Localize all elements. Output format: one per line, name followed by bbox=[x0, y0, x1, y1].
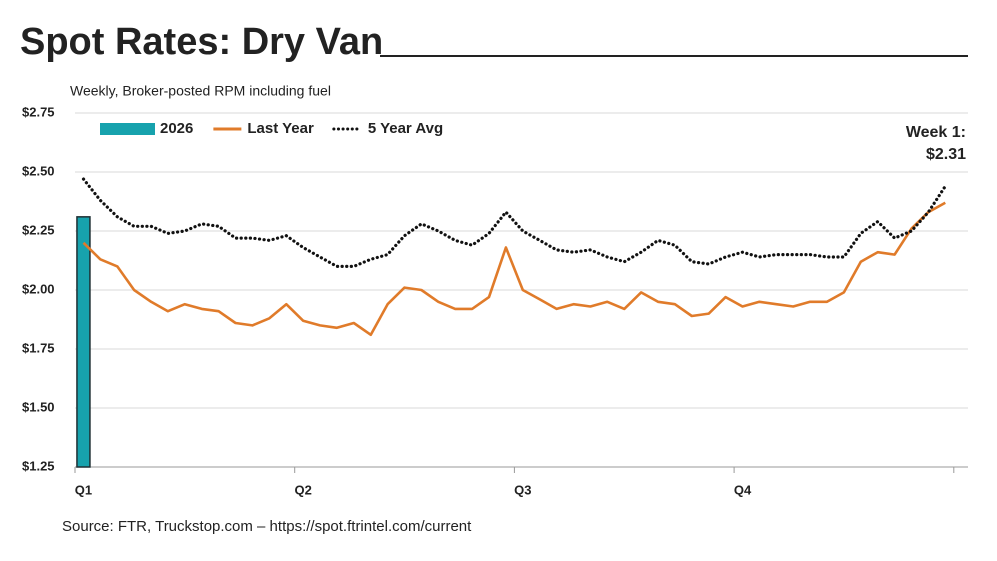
y-tick-label: $2.75 bbox=[22, 104, 55, 119]
y-tick-label: $1.25 bbox=[22, 458, 55, 473]
x-tick-label: Q1 bbox=[75, 482, 92, 497]
annotation: $2.31 bbox=[926, 146, 966, 163]
annotation: Week 1: bbox=[906, 124, 966, 141]
legend-label: 2026 bbox=[160, 120, 193, 137]
y-tick-label: $2.00 bbox=[22, 281, 55, 296]
line-series bbox=[82, 201, 946, 337]
bar bbox=[76, 216, 91, 468]
chart-title: Spot Rates: Dry Van bbox=[20, 21, 383, 63]
legend-swatch bbox=[100, 123, 155, 135]
x-tick-label: Q2 bbox=[294, 482, 311, 497]
chart-subtitle: Weekly, Broker-posted RPM including fuel bbox=[70, 83, 331, 99]
legend-label: 5 Year Avg bbox=[368, 120, 443, 137]
source-note: Source: FTR, Truckstop.com – https://spo… bbox=[62, 518, 472, 535]
x-tick-label: Q4 bbox=[734, 482, 752, 497]
legend-label: Last Year bbox=[247, 120, 314, 137]
y-tick-label: $2.50 bbox=[22, 163, 55, 178]
x-tick-label: Q3 bbox=[514, 482, 531, 497]
y-tick-label: $1.50 bbox=[22, 399, 55, 414]
line-series bbox=[81, 177, 947, 268]
y-tick-label: $1.75 bbox=[22, 340, 55, 355]
y-tick-label: $2.25 bbox=[22, 222, 55, 237]
